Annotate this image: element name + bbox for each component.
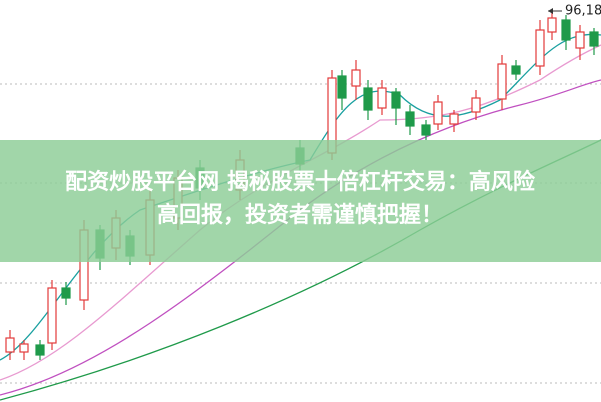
banner <box>0 140 601 262</box>
price-label: 96,18 <box>565 4 601 19</box>
banner-line: 高回报，投资者需谨慎把握！ <box>157 202 443 228</box>
banner-line: 配资炒股平台网 揭秘股票十倍杠杆交易：高风险 <box>65 169 536 195</box>
price-arrow <box>548 8 553 14</box>
